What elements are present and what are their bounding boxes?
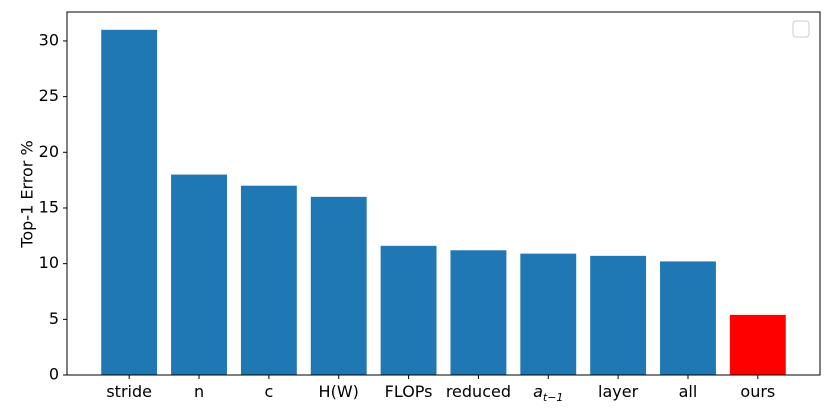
x-tick-label: reduced xyxy=(446,382,511,401)
bar xyxy=(660,261,716,375)
bar xyxy=(520,253,577,375)
x-tick-label: FLOPs xyxy=(385,382,433,401)
x-tick-label: layer xyxy=(598,382,639,401)
bar xyxy=(171,174,227,375)
bar xyxy=(101,29,158,376)
x-tick-label: H(W) xyxy=(319,382,359,401)
x-tick-label: c xyxy=(264,382,273,401)
y-tick-label: 20 xyxy=(39,142,59,161)
y-tick-label: 15 xyxy=(39,197,59,216)
y-tick-label: 5 xyxy=(49,309,59,328)
y-tick-label: 30 xyxy=(39,30,59,49)
bar xyxy=(240,185,297,375)
x-tick-label: stride xyxy=(106,382,152,401)
x-tick-label: at−1 xyxy=(533,382,563,404)
bar xyxy=(380,245,437,375)
x-tick-label: ours xyxy=(740,382,775,401)
y-tick-label: 10 xyxy=(39,253,59,272)
bar xyxy=(590,255,647,375)
x-tick-label: all xyxy=(679,382,698,401)
y-tick-label: 0 xyxy=(49,365,59,384)
bar xyxy=(729,314,786,375)
bar xyxy=(310,196,367,375)
x-tick-label: n xyxy=(194,382,204,401)
y-axis-label: Top-1 Error % xyxy=(18,140,37,248)
bar xyxy=(450,250,507,375)
legend-box xyxy=(792,20,810,38)
plot-frame xyxy=(66,11,821,376)
y-tick-label: 25 xyxy=(39,86,59,105)
